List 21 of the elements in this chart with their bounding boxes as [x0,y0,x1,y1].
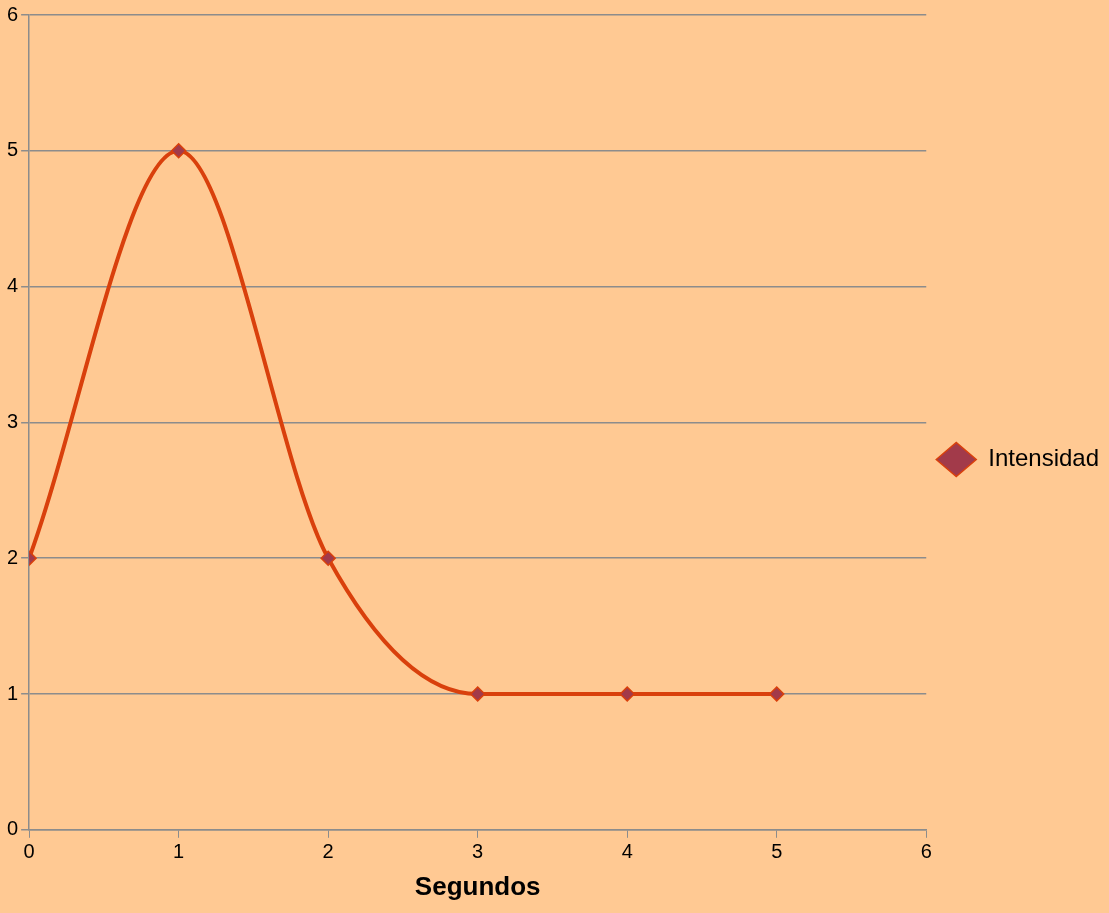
point [768,686,785,702]
legend-label: Intensidad [988,444,1100,472]
x-axis-title: Segundos [414,870,541,901]
y-tick-label: 1 [7,681,19,704]
y-tick-label: 0 [7,817,19,840]
y-tick-label: 4 [7,274,19,297]
y-tick-label: 5 [7,138,19,161]
x-tick-label: 0 [23,840,35,863]
point [170,143,187,159]
point [320,550,336,566]
x-tick-label: 2 [322,840,334,863]
y-tick-label: 6 [7,2,19,25]
x-tick-label: 5 [771,840,783,863]
x-tick-label: 4 [621,840,633,863]
point [619,686,635,702]
x-tick-label: 1 [173,840,185,863]
point [469,686,486,702]
x-tick-label: 3 [472,840,484,863]
x-tick-label: 6 [920,840,932,863]
y-tick-label: 2 [7,545,19,568]
y-tick-label: 3 [7,409,19,432]
